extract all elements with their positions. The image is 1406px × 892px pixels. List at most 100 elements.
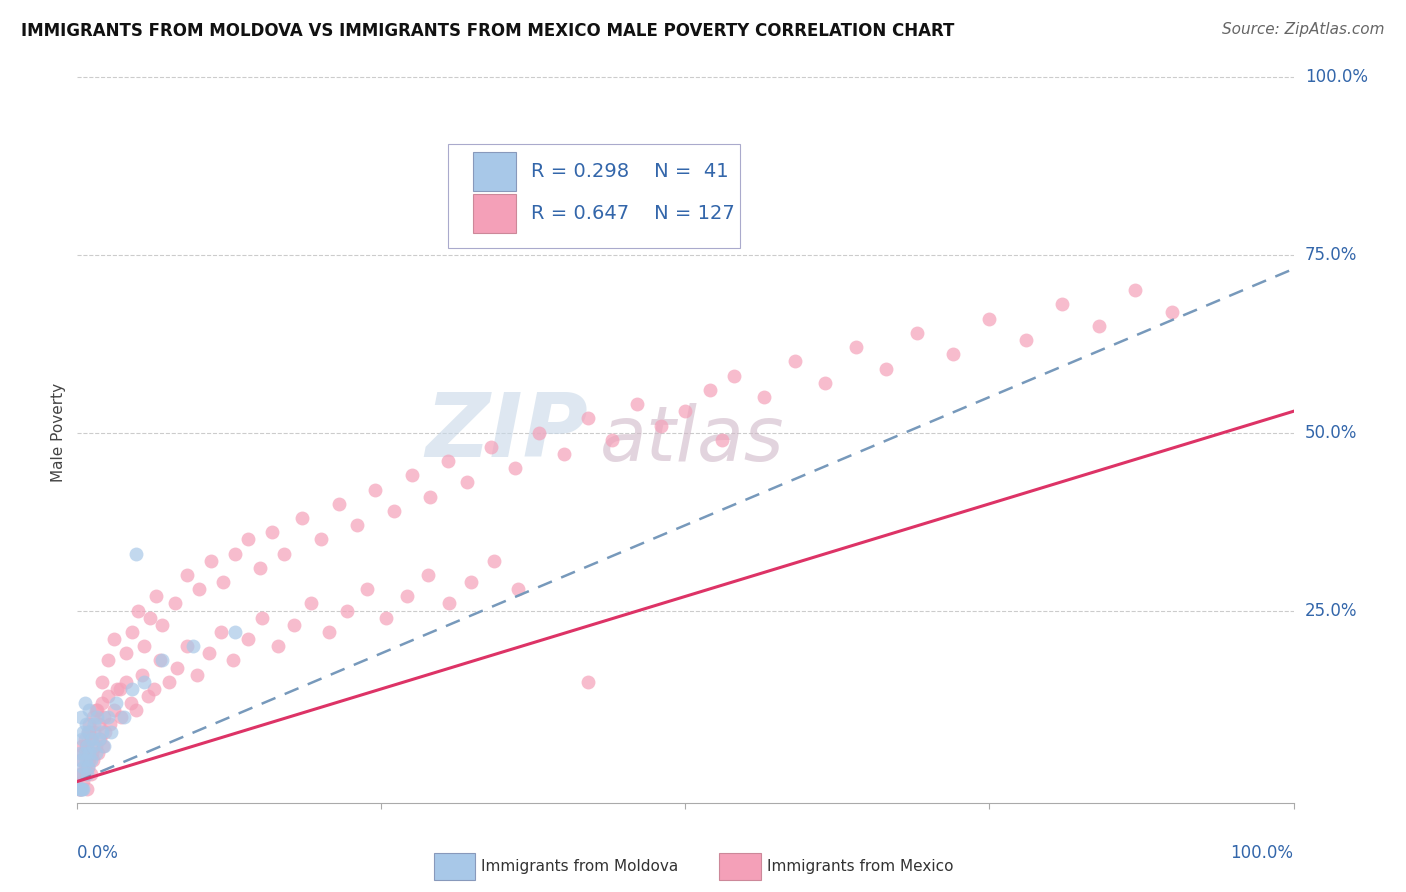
Point [236, 632, 259, 646]
Point [224, 624, 246, 639]
Point [157, 674, 180, 689]
Point [70, 781, 93, 796]
Point [299, 597, 322, 611]
Point [80, 753, 103, 767]
Point [86, 703, 108, 717]
Point [723, 368, 745, 383]
Point [84, 703, 107, 717]
Point [103, 703, 125, 717]
Point [626, 397, 648, 411]
Point [576, 674, 599, 689]
Point [75, 753, 97, 767]
Point [439, 597, 461, 611]
Point [260, 525, 283, 540]
Point [356, 582, 378, 597]
Point [131, 667, 153, 681]
Point [176, 639, 198, 653]
Point [1125, 283, 1147, 297]
Point [84, 746, 107, 760]
Point [76, 746, 98, 760]
Point [76, 739, 98, 753]
Point [529, 425, 551, 440]
Point [72, 760, 94, 774]
Point [675, 404, 697, 418]
Point [67, 781, 90, 796]
FancyBboxPatch shape [472, 153, 516, 191]
Point [103, 632, 125, 646]
Point [97, 689, 120, 703]
Point [136, 689, 159, 703]
Point [100, 724, 122, 739]
Point [89, 717, 111, 731]
Point [98, 717, 121, 731]
Point [82, 753, 104, 767]
Point [110, 710, 132, 724]
Point [186, 667, 208, 681]
Point [375, 611, 398, 625]
Point [120, 696, 142, 710]
Point [69, 746, 91, 760]
Point [163, 597, 186, 611]
Point [134, 639, 156, 653]
Point [236, 533, 259, 547]
Point [1052, 297, 1074, 311]
Point [149, 653, 172, 667]
Point [905, 326, 928, 340]
Point [291, 511, 314, 525]
Point [73, 760, 96, 774]
Point [267, 639, 290, 653]
Point [1088, 318, 1111, 333]
Point [75, 717, 97, 731]
Point [80, 731, 103, 746]
Y-axis label: Male Poverty: Male Poverty [51, 383, 66, 483]
Point [942, 347, 965, 361]
Point [336, 604, 359, 618]
Point [783, 354, 806, 368]
Point [70, 753, 93, 767]
Point [76, 781, 98, 796]
Point [125, 547, 148, 561]
Point [283, 617, 305, 632]
Point [70, 710, 93, 724]
Point [77, 760, 100, 774]
Point [80, 767, 103, 781]
Point [209, 624, 232, 639]
Point [69, 781, 91, 796]
Text: 0.0%: 0.0% [77, 844, 120, 862]
Point [166, 660, 188, 674]
Point [86, 710, 108, 724]
Text: ZIP: ZIP [426, 389, 588, 476]
Point [710, 433, 733, 447]
Point [82, 739, 104, 753]
Point [212, 575, 235, 590]
Point [699, 383, 721, 397]
Point [105, 696, 128, 710]
Point [503, 461, 526, 475]
Point [602, 433, 624, 447]
Point [90, 674, 112, 689]
Point [75, 767, 97, 781]
Text: 100.0%: 100.0% [1305, 68, 1368, 86]
Point [97, 710, 120, 724]
Point [69, 767, 91, 781]
Point [506, 582, 529, 597]
Point [382, 504, 405, 518]
Point [754, 390, 776, 404]
Point [79, 724, 101, 739]
Point [83, 717, 105, 731]
Point [1161, 304, 1184, 318]
Point [395, 590, 418, 604]
Point [460, 575, 482, 590]
Point [80, 746, 103, 760]
Text: R = 0.298    N =  41: R = 0.298 N = 41 [531, 162, 728, 181]
Point [134, 674, 156, 689]
Point [152, 617, 174, 632]
Point [979, 311, 1001, 326]
Point [188, 582, 211, 597]
Point [814, 376, 837, 390]
Point [152, 653, 174, 667]
Point [70, 781, 93, 796]
Point [437, 454, 460, 468]
Point [79, 753, 101, 767]
Point [72, 781, 94, 796]
